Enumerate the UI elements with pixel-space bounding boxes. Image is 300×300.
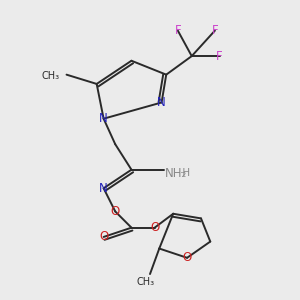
Text: O: O [182,251,192,264]
Text: O: O [150,221,159,234]
Text: F: F [175,24,181,37]
Text: O: O [111,205,120,218]
Text: CH₃: CH₃ [41,71,59,81]
Text: N: N [99,182,108,195]
Text: N: N [157,96,166,109]
Text: O: O [99,230,108,243]
Text: N: N [99,112,108,125]
Text: NH₂: NH₂ [165,167,187,180]
Text: CH₃: CH₃ [136,277,155,287]
Text: F: F [212,24,218,37]
Text: F: F [216,50,223,63]
Text: ·H: ·H [180,168,191,178]
